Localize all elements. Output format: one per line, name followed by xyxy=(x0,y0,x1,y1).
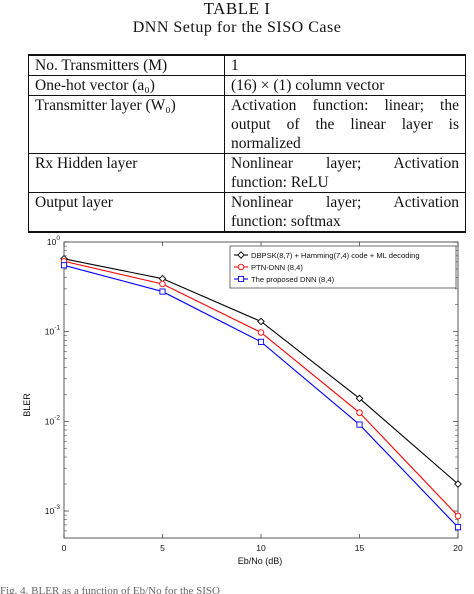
series-3 xyxy=(60,262,462,531)
data-point xyxy=(60,262,68,269)
data-point xyxy=(355,394,364,403)
y-tick-label: 10-3 xyxy=(45,504,61,516)
table-row: Transmitter layer (W₀) Activation functi… xyxy=(28,95,466,154)
bler-chart: 0 5 10 15 20 100 10-1 10-2 10-3 DBPSK(8,7) + Ha… xyxy=(0,228,474,578)
legend-label: PTN-DNN (8,4) xyxy=(251,263,303,272)
table-caption-number: TABLE I xyxy=(203,0,271,18)
figure-caption: Fig. 4. BLER as a function of Eb/No for … xyxy=(0,585,220,594)
data-point xyxy=(356,409,363,416)
legend-marker xyxy=(237,275,245,283)
table-row: Output layer Nonlinear layer; Activation… xyxy=(28,192,466,233)
table-row: No. Transmitters (M) 1 xyxy=(28,54,466,76)
y-tick-label: 100 xyxy=(47,235,60,247)
series-2 xyxy=(60,257,462,520)
data-point xyxy=(159,280,166,288)
table-caption-title: DNN Setup for the SISO Case xyxy=(132,19,342,36)
y-tick-label: 10-2 xyxy=(45,414,61,426)
param-value: Nonlinear layer; Activation function: so… xyxy=(224,192,466,233)
dnn-setup-table: No. Transmitters (M) 1 One-hot vector (a… xyxy=(28,54,466,233)
table-row: Rx Hidden layer Nonlinear layer; Activat… xyxy=(28,153,466,193)
param-name: No. Transmitters (M) xyxy=(28,54,225,76)
data-point xyxy=(159,288,166,295)
legend-marker xyxy=(237,251,245,259)
param-name: Output layer xyxy=(28,192,225,233)
legend-box xyxy=(229,245,457,289)
data-point xyxy=(356,421,363,428)
legend-marker xyxy=(237,263,245,271)
series-1 xyxy=(60,254,462,488)
table-row: One-hot vector (a₀) (16) × (1) column ve… xyxy=(28,75,466,96)
param-name: Rx Hidden layer xyxy=(28,153,225,193)
x-axis-label: Eb/No (dB) xyxy=(238,556,283,566)
x-tick-label: 0 xyxy=(62,543,67,553)
param-name: Transmitter layer (W₀) xyxy=(28,95,225,154)
y-axis-label: BLER xyxy=(22,393,32,417)
x-tick-label: 20 xyxy=(453,543,463,553)
series-line xyxy=(63,264,459,528)
x-tick-label: 15 xyxy=(355,543,365,553)
series-line xyxy=(63,258,459,485)
param-name: One-hot vector (a₀) xyxy=(28,75,225,96)
legend-label: The proposed DNN (8,4) xyxy=(251,275,335,284)
y-tick-label: 10-1 xyxy=(45,325,61,337)
data-point xyxy=(454,480,462,488)
data-point xyxy=(257,329,265,336)
param-value: Nonlinear layer; Activation function: Re… xyxy=(224,153,466,193)
bler-line-chart: 0 5 10 15 20 100 10-1 10-2 10-3 DBPSK(8,7) + Ha… xyxy=(22,235,463,566)
data-point xyxy=(454,524,462,531)
param-value: 1 xyxy=(224,54,466,76)
data-point xyxy=(257,338,265,345)
series-line xyxy=(63,260,459,517)
x-tick-label: 10 xyxy=(256,543,266,553)
param-value: (16) × (1) column vector xyxy=(224,75,466,96)
legend-label: DBPSK(8,7) + Hamming(7,4) code + ML deco… xyxy=(251,251,420,260)
data-point xyxy=(454,512,462,520)
param-value: Activation function: linear; the output … xyxy=(224,95,466,154)
data-point xyxy=(257,317,265,326)
x-tick-label: 5 xyxy=(160,543,165,553)
